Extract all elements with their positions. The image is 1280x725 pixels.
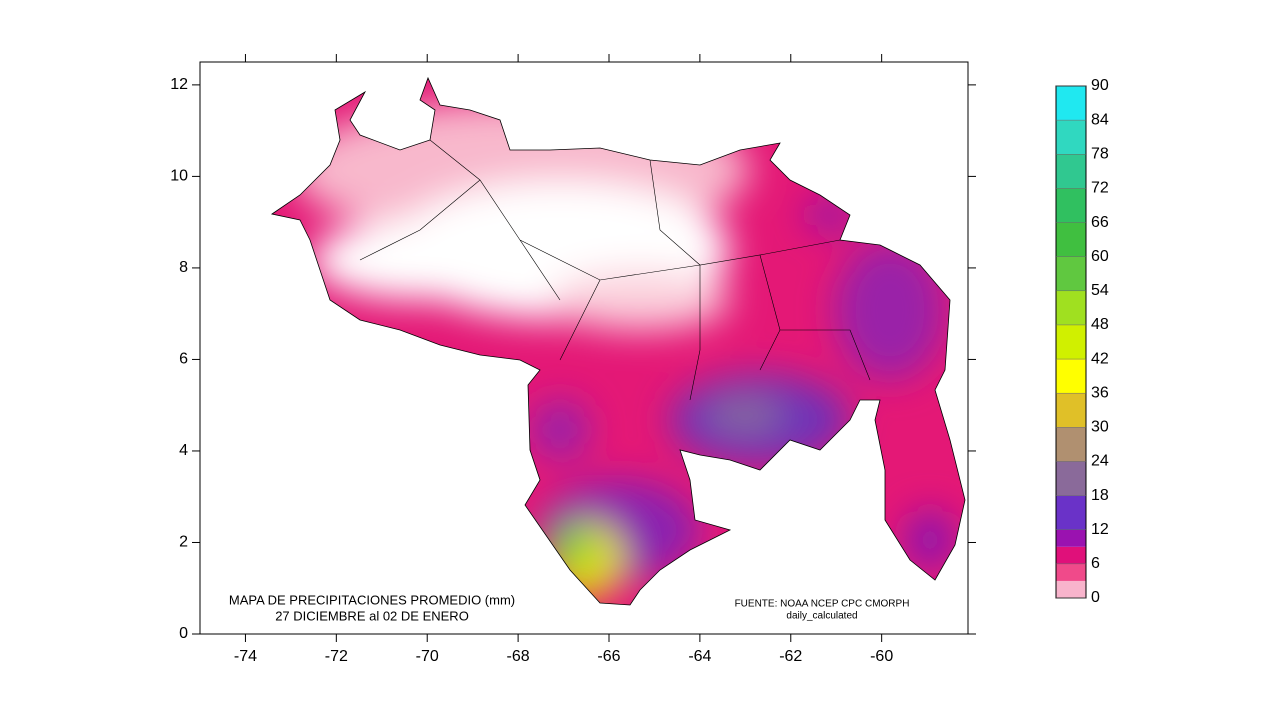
colorbar-band — [1056, 580, 1086, 598]
colorbar-label: 66 — [1091, 214, 1109, 231]
colorbar-band — [1056, 86, 1086, 121]
y-tick-label: 10 — [170, 168, 188, 185]
y-tick-label: 8 — [179, 259, 188, 276]
colorbar-label: 54 — [1091, 282, 1109, 299]
colorbar-label: 24 — [1091, 453, 1109, 470]
colorbar-band — [1056, 529, 1086, 547]
country-outline — [271, 76, 966, 606]
colorbar-label: 48 — [1091, 316, 1109, 333]
colorbar-band — [1056, 324, 1086, 360]
colorbar-label: 30 — [1091, 419, 1109, 436]
source-note: daily_calculated — [786, 611, 857, 622]
colorbar-band — [1056, 256, 1086, 291]
colorbar-label: 0 — [1091, 589, 1100, 606]
y-tick-label: 4 — [179, 442, 188, 459]
colorbar-band — [1056, 427, 1086, 462]
colorbar-band — [1056, 546, 1086, 564]
colorbar: 0 6 12 18 24 30 36 42 48 54 60 66 72 78 84 90 — [1055, 77, 1109, 606]
x-tick-label: -60 — [870, 648, 893, 665]
x-tick-label: -66 — [597, 648, 620, 665]
colorbar-band — [1056, 222, 1086, 257]
colorbar-band — [1056, 154, 1086, 189]
y-tick-label: 2 — [179, 534, 188, 551]
y-tick-label: 0 — [179, 625, 188, 642]
colorbar-band — [1056, 495, 1086, 530]
x-tick-label: -68 — [507, 648, 530, 665]
x-tick-label: -62 — [779, 648, 802, 665]
colorbar-label: 78 — [1091, 145, 1109, 162]
y-tick-label: 6 — [179, 351, 188, 368]
map-title: MAPA DE PRECIPITACIONES PROMEDIO (mm) — [229, 592, 515, 607]
x-tick-label: -64 — [688, 648, 711, 665]
colorbar-band — [1056, 188, 1086, 223]
precipitation-field — [272, 78, 965, 605]
colorbar-band — [1056, 120, 1086, 155]
x-tick-label: -72 — [325, 648, 348, 665]
colorbar-band — [1056, 461, 1086, 496]
colorbar-band — [1056, 359, 1086, 394]
colorbar-label: 42 — [1091, 350, 1109, 367]
y-tick-label: 12 — [170, 76, 188, 93]
colorbar-label: 6 — [1091, 555, 1100, 572]
colorbar-label: 84 — [1091, 111, 1109, 128]
colorbar-band — [1056, 290, 1086, 325]
state-borders — [359, 139, 871, 401]
colorbar-label: 18 — [1091, 487, 1109, 504]
colorbar-label: 12 — [1091, 521, 1109, 538]
colorbar-label: 36 — [1091, 384, 1109, 401]
colorbar-label: 72 — [1091, 180, 1109, 197]
colorbar-label: 60 — [1091, 248, 1109, 265]
x-tick-label: -70 — [416, 648, 439, 665]
x-tick-label: -74 — [234, 648, 257, 665]
colorbar-band — [1056, 563, 1086, 581]
colorbar-band — [1056, 393, 1086, 428]
map-subtitle: 27 DICIEMBRE al 02 DE ENERO — [275, 608, 469, 623]
map-frame — [199, 61, 969, 635]
source-note: FUENTE: NOAA NCEP CPC CMORPH — [735, 599, 910, 610]
colorbar-label: 90 — [1091, 77, 1109, 94]
